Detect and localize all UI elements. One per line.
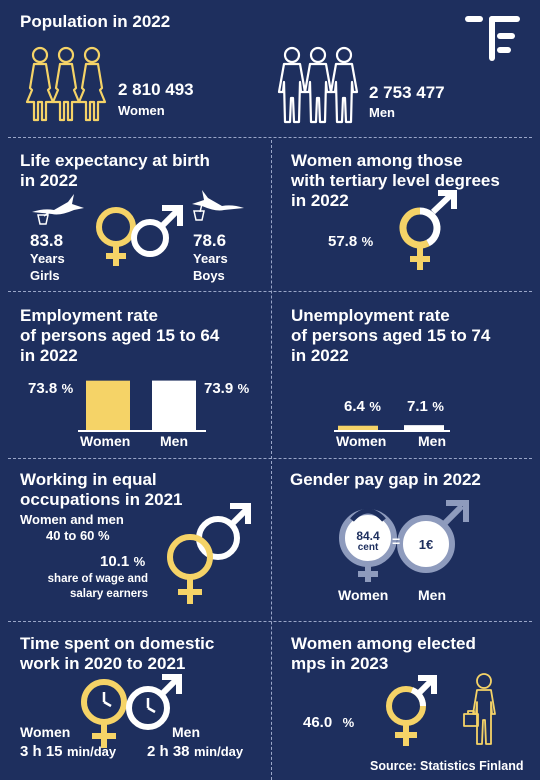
employment-men-unit: %	[237, 381, 250, 396]
employment-bar-chart	[78, 380, 206, 432]
unemployment-women-unit: %	[369, 399, 381, 414]
elected-mps-value-group: 46.0 %	[303, 714, 354, 732]
unemployment-women-value: 6.4	[344, 398, 365, 415]
pay-gap-women-label: Women	[338, 587, 389, 603]
stork-icon-right	[192, 190, 244, 221]
domestic-women-value: 3 h 15	[20, 743, 63, 760]
equal-occupations-value: 10.1	[100, 553, 130, 570]
population-women-label: Women	[118, 103, 165, 118]
elected-mps-title: Women among elected mps in 2023	[291, 634, 476, 673]
unemployment-women-label: Women	[336, 433, 387, 449]
pay-gap-women-value: 84.4	[356, 529, 380, 543]
source-text: Source: Statistics Finland	[370, 759, 524, 773]
equal-occupations-unit: %	[133, 554, 146, 569]
pay-gap-women-unit: cent	[357, 542, 379, 553]
life-girls-unit: Years	[30, 251, 65, 266]
domestic-work-title: Time spent on domestic work in 2020 to 2…	[20, 634, 215, 673]
life-girls-label: Girls	[30, 268, 60, 283]
population-women-value: 2 810 493	[118, 80, 194, 99]
divider-2	[8, 291, 532, 292]
female-symbol-icon	[96, 207, 136, 266]
pay-gap-men-label: Men	[418, 587, 446, 603]
tertiary-title: Women among those with tertiary level de…	[291, 151, 500, 210]
men-figures-icon	[277, 46, 359, 124]
elected-mps-gender-symbols-icon	[386, 675, 437, 746]
unemployment-women-value-group: 6.4 %	[344, 398, 381, 416]
equal-occupations-desc: share of wage and salary earners	[47, 573, 148, 600]
divider-4	[8, 621, 532, 622]
unemployment-bar-men	[404, 425, 444, 431]
tertiary-value: 57.8	[328, 233, 358, 250]
pay-gap-men-value: 1€	[418, 537, 434, 552]
employment-title: Employment rate of persons aged 15 to 64…	[20, 306, 220, 365]
life-boys-unit: Years	[193, 251, 228, 266]
life-boys-label: Boys	[193, 268, 225, 283]
women-figures-icon	[25, 46, 107, 122]
employment-men-label: Men	[160, 433, 188, 449]
stork-icon	[32, 194, 84, 225]
domestic-men-unit: min/day	[193, 744, 244, 759]
equal-occupations-gender-symbols-icon	[167, 503, 251, 604]
domestic-women-unit: min/day	[66, 744, 117, 759]
population-men-value: 2 753 477	[369, 83, 445, 102]
tertiary-value-group: 57.8 %	[328, 233, 373, 251]
domestic-women-value-group: 3 h 15 min/day	[20, 743, 116, 761]
life-girls-value: 83.8	[30, 231, 64, 250]
unemployment-title: Unemployment rate of persons aged 15 to …	[291, 306, 491, 365]
population-men-label: Men	[369, 105, 395, 120]
domestic-men-value-group: 2 h 38 min/day	[147, 743, 243, 761]
pay-gap-symbols-icon	[339, 500, 469, 582]
domestic-women-label: Women	[20, 724, 71, 740]
unemployment-men-value: 7.1	[407, 398, 428, 415]
equal-occupations-subtitle: Women and men 40 to 60 %	[20, 512, 124, 543]
life-expectancy-title: Life expectancy at birth in 2022	[20, 151, 210, 190]
employment-women-value: 73.8	[28, 380, 58, 397]
divider-3	[8, 458, 532, 459]
divider-1	[8, 137, 532, 138]
pay-gap-women-value-group: 84.4 cent	[344, 530, 392, 554]
male-symbol-icon	[131, 205, 183, 257]
domestic-men-value: 2 h 38	[147, 743, 190, 760]
employment-bar-men	[152, 380, 196, 431]
employment-women-label: Women	[80, 433, 131, 449]
businesswoman-icon	[463, 673, 496, 745]
divider-vertical	[271, 140, 272, 780]
employment-men-value-group: 73.9 %	[204, 380, 249, 398]
tertiary-unit: %	[361, 234, 374, 249]
employment-bar-women	[86, 380, 130, 431]
equal-occupations-title: Working in equal occupations in 2021	[20, 470, 183, 509]
domestic-men-label: Men	[172, 724, 200, 740]
statistics-finland-logo-icon	[465, 16, 520, 61]
pay-gap-equals: =	[392, 533, 401, 549]
unemployment-bar-women	[338, 425, 378, 431]
pay-gap-title: Gender pay gap in 2022	[290, 470, 481, 489]
equal-occupations-value-group: 10.1 %	[100, 553, 145, 571]
employment-women-unit: %	[61, 381, 74, 396]
domestic-work-clocks-icon	[81, 674, 182, 748]
unemployment-men-value-group: 7.1 %	[407, 398, 444, 416]
elected-mps-value: 46.0	[303, 714, 333, 731]
tertiary-gender-donut-icon	[399, 190, 457, 270]
unemployment-men-label: Men	[418, 433, 446, 449]
elected-mps-unit: %	[342, 715, 355, 730]
life-boys-value: 78.6	[193, 231, 227, 250]
population-title: Population in 2022	[20, 12, 171, 31]
unemployment-bar-chart	[334, 425, 450, 432]
unemployment-men-unit: %	[432, 399, 444, 414]
employment-men-value: 73.9	[204, 380, 234, 397]
employment-women-value-group: 73.8 %	[28, 380, 73, 398]
